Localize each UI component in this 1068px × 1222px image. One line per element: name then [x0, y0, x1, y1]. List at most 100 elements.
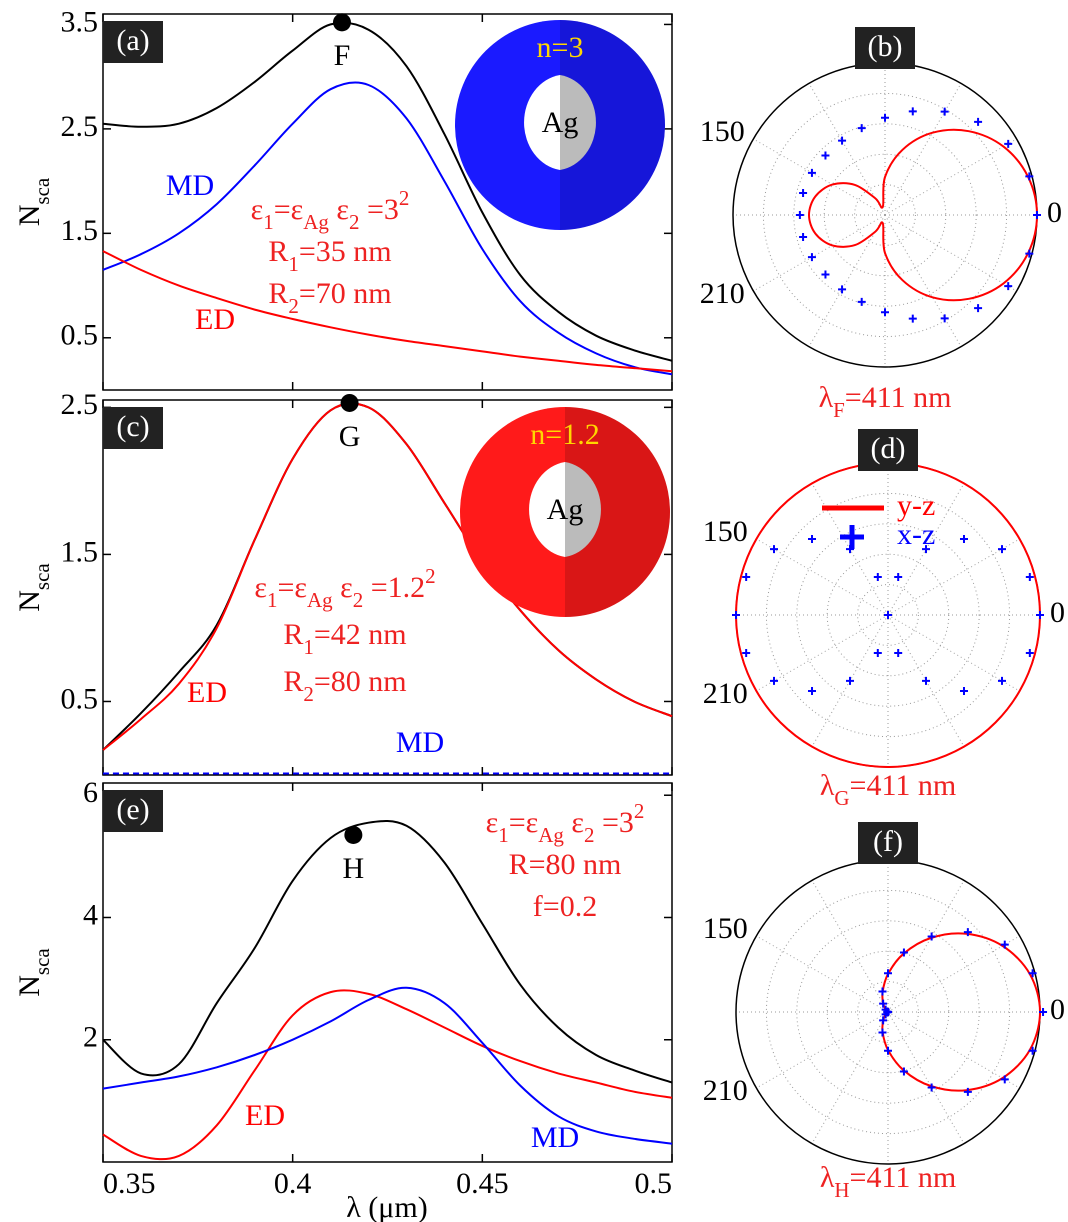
r-grid-circle	[796, 523, 980, 707]
panel-label: (f)	[873, 825, 903, 858]
y-tick-label: 1.5	[61, 214, 99, 247]
text-part: R=80 nm	[509, 848, 622, 881]
theta-grid-line	[808, 83, 886, 216]
marker-point	[344, 825, 363, 844]
plus-marker	[795, 211, 804, 219]
line-series	[102, 81, 673, 376]
text-part: f=0.2	[533, 890, 597, 923]
plus-marker	[927, 1083, 936, 1092]
plus-marker	[1025, 572, 1034, 581]
plus-marker	[997, 545, 1006, 554]
panel-label: (c)	[116, 410, 149, 443]
plus-marker	[808, 686, 817, 695]
text-part: =411 nm	[850, 769, 957, 802]
text-part: Ag	[538, 823, 564, 847]
text-part: Ag	[307, 588, 333, 612]
inset-label: n=3	[537, 31, 584, 64]
inset-core-right	[565, 462, 601, 557]
plus-marker	[821, 270, 830, 279]
inset-shade	[565, 407, 670, 617]
plot-frame	[102, 13, 673, 391]
theta-grid-line	[808, 214, 886, 347]
text-part: 2	[288, 294, 299, 318]
text-part: =3	[360, 193, 399, 226]
r-grid-circle	[765, 492, 1011, 738]
plus-marker	[959, 686, 968, 695]
theta-grid-line	[884, 214, 1017, 292]
plus-marker	[879, 999, 888, 1008]
y-tick-label: 6	[83, 776, 98, 809]
plus-marker	[846, 676, 854, 685]
x-tick-label: 0.45	[456, 1167, 509, 1200]
plus-marker	[1025, 172, 1034, 181]
plus-marker	[894, 572, 903, 581]
text-part: =42 nm	[314, 618, 407, 651]
text-part: λ	[820, 1161, 835, 1194]
theta-grid-line	[811, 880, 889, 1013]
plus-marker	[838, 285, 847, 294]
plus-marker	[742, 649, 751, 658]
text-part: R	[268, 235, 288, 268]
rich-text: R=80 nm	[509, 848, 622, 881]
legend-label: y-z	[897, 489, 935, 522]
plot-frame	[102, 782, 673, 1163]
y-tick-label: 0.5	[61, 319, 99, 352]
plus-marker	[821, 151, 830, 160]
line-series	[102, 989, 673, 1161]
text-part: G	[834, 786, 849, 810]
x-axis-label: λ (μm)	[346, 1191, 427, 1222]
plus-marker	[922, 676, 930, 685]
line-series	[102, 250, 673, 373]
r-grid-circle	[857, 981, 919, 1043]
theta-grid-line	[887, 538, 1020, 616]
theta-tick-label: 0	[1050, 596, 1065, 629]
rich-text: ε1=εAg ε2 =1.22	[254, 564, 435, 612]
inset-shade	[560, 20, 665, 230]
legend-label: x-z	[897, 518, 935, 551]
text-part: N	[13, 590, 46, 612]
y-tick-label: 1.5	[61, 535, 99, 568]
plus-marker	[899, 948, 908, 957]
plus-marker	[1025, 649, 1034, 658]
text-part: =ε	[509, 806, 539, 839]
plus-marker	[1028, 969, 1037, 978]
text-part: =ε	[277, 571, 307, 604]
x-tick-label: 0.5	[635, 1167, 673, 1200]
rich-text: R2=70 nm	[268, 277, 391, 318]
plus-marker	[878, 987, 887, 996]
panel-label: (e)	[116, 793, 149, 826]
theta-tick-label: 150	[700, 115, 745, 148]
marker-point	[340, 393, 359, 412]
text-part: =1.2	[363, 571, 425, 604]
plus-marker	[799, 189, 808, 198]
r-grid-circle	[854, 184, 916, 246]
theta-grid-line	[811, 1011, 889, 1144]
plus-marker	[732, 611, 740, 619]
r-grid-circle	[765, 889, 1011, 1135]
y-tick-label: 0.5	[61, 682, 99, 715]
plus-marker	[922, 545, 930, 554]
panel-label-box	[103, 407, 163, 449]
y-tick-label: 4	[83, 898, 98, 931]
plus-marker	[963, 928, 972, 937]
text-part: R	[283, 665, 303, 698]
text-part: R	[283, 618, 303, 651]
r-grid-circle	[793, 123, 977, 307]
theta-grid-line	[887, 1011, 965, 1144]
series-label: ED	[187, 676, 227, 709]
rich-text: R1=35 nm	[268, 235, 391, 276]
text-part: sca	[30, 948, 54, 975]
plus-marker	[927, 932, 936, 941]
text-part: ε	[254, 571, 267, 604]
theta-grid-line	[884, 138, 1017, 216]
plus-marker	[873, 572, 882, 581]
plus-marker	[742, 572, 751, 581]
theta-tick-label: 210	[703, 677, 748, 710]
plus-marker	[808, 535, 817, 544]
line-series	[102, 21, 673, 362]
theta-tick-label: 210	[703, 1074, 748, 1107]
r-grid-circle	[823, 153, 947, 277]
text-part: ε	[486, 806, 499, 839]
theta-grid-line	[756, 538, 889, 616]
